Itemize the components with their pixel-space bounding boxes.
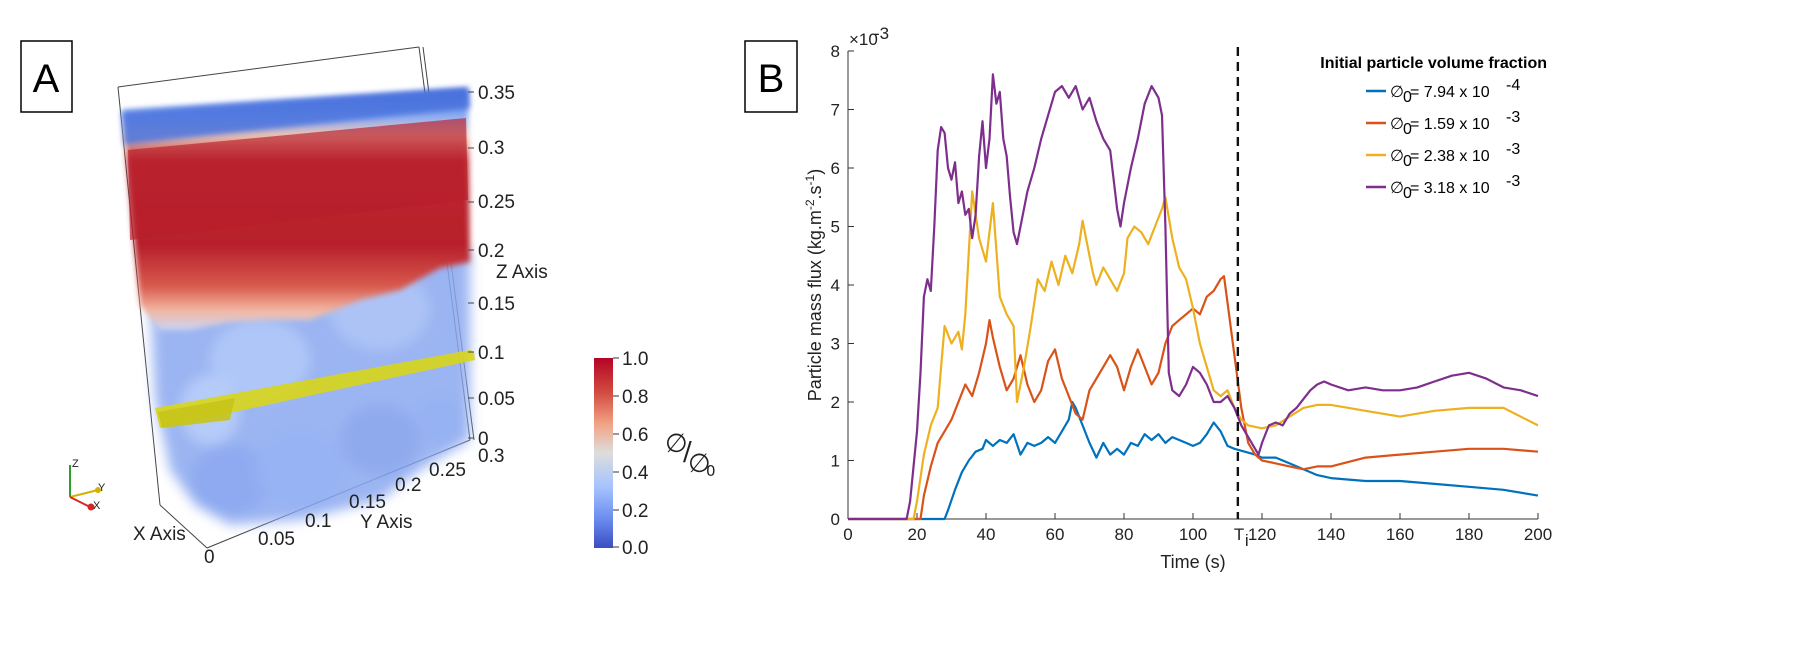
colorbar-label-slash: / [683,437,692,467]
series-line [848,73,1539,521]
x-tick-label: 40 [977,525,996,544]
triad-y-label: Y [98,482,106,494]
y-tick-label: 0.1 [305,511,331,532]
ti-label: T [1234,525,1244,544]
panel-b-label-box [744,40,798,113]
y-tick-label: 1 [831,452,840,471]
colorbar-tick: 0.0 [622,538,648,559]
y-tick-label: 5 [831,218,840,237]
panel-b: B 0 20 40 60 80 100 120 140 160 180 200 0 1 2 3 4 5 6 7 8 ×1… [744,24,1552,572]
z-tick-label: 0.25 [478,192,515,213]
x-axis: X Axis 0 [133,524,215,568]
z-axis-label: Z Axis [496,262,548,283]
y-tick-label: 0.3 [478,446,504,467]
z-tick-label: 0.2 [478,241,504,262]
legend-symbol: ∅ [1390,148,1404,165]
series-line [848,190,1539,521]
colorbar-gradient [594,358,613,548]
legend-subscript: 0 [1403,185,1412,202]
y-tick-label: 0.15 [349,492,386,513]
series-line [848,275,1539,521]
z-axis: 0.35 0.3 0.25 0.2 Z Axis 0.15 0.1 0.05 0 [468,83,548,450]
legend-label: = 2.38 x 10 [1410,148,1490,165]
z-tick-label: 0.1 [478,343,504,364]
legend-subscript: 0 [1403,121,1412,138]
y-tick-label: 6 [831,159,840,178]
y-axis-label: Particle mass flux (kg.m-2.s-1) [803,169,825,401]
x-tick-label: 120 [1248,525,1276,544]
legend-exponent: -4 [1506,77,1520,94]
line-chart: 0 20 40 60 80 100 120 140 160 180 200012345678×10-… [803,24,1552,572]
x-tick-label: 0 [204,547,215,568]
y-tick-label: 0 [831,510,840,529]
colorbar-label-subscript: 0 [706,462,716,480]
colorbar-tick: 0.4 [622,463,649,484]
y-tick-label: 0.2 [395,475,421,496]
z-tick-label: 0.15 [478,294,515,315]
panel-b-label: B [758,57,785,101]
y-exponent: ×10 [849,30,878,49]
x-tick-label: 200 [1524,525,1552,544]
x-tick-label: 80 [1115,525,1134,544]
ti-label-sub: i [1245,531,1249,550]
legend-label: = 3.18 x 10 [1410,180,1490,197]
z-tick-label: 0.3 [478,138,504,159]
legend-exponent: -3 [1506,109,1520,126]
colorbar-tick: 0.2 [622,501,648,522]
orientation-triad-icon: Z Y X [69,458,106,512]
x-tick-label: 160 [1386,525,1414,544]
legend-title: Initial particle volume fraction [1320,55,1547,72]
y-axis: 0.05 0.1 0.15 0.2 0.25 0.3 Y Axis [258,446,504,550]
legend-symbol: ∅ [1390,84,1404,101]
colorbar-label-denominator: ∅ [688,449,711,479]
z-tick-label: 0.05 [478,389,515,410]
z-tick-label: 0 [478,429,489,450]
triad-x-label: X [93,500,101,512]
series-line [848,400,1539,521]
panel-a: A [20,40,716,568]
y-exponent-power: -3 [874,24,889,43]
legend-symbol: ∅ [1390,116,1404,133]
legend-subscript: 0 [1403,153,1412,170]
colorbar-label-numerator: ∅ [665,429,688,459]
colorbar: 1.0 0.8 0.6 0.4 0.2 0.0 ∅ / ∅ 0 [594,349,716,559]
colorbar-label: ∅ / ∅ 0 [665,429,716,480]
z-tick-label: 0.35 [478,83,515,104]
legend-label: = 7.94 x 10 [1410,84,1490,101]
legend-label: = 1.59 x 10 [1410,116,1490,133]
x-tick-label: 180 [1455,525,1483,544]
x-axis-label: Time (s) [1160,552,1225,572]
legend-exponent: -3 [1506,141,1520,158]
panel-a-label: A [33,57,60,101]
y-tick-label: 8 [831,42,840,61]
y-tick-label: 0.05 [258,529,295,550]
colorbar-tick: 0.6 [622,425,648,446]
volume-render [122,88,475,525]
y-tick-label: 4 [831,276,840,295]
panel-a-label-box [20,40,73,113]
legend-symbol: ∅ [1390,180,1404,197]
x-tick-label: 140 [1317,525,1345,544]
legend-exponent: -3 [1506,173,1520,190]
triad-z-label: Z [72,458,79,470]
colorbar-tick: 0.8 [622,387,648,408]
y-axis-label: Y Axis [360,512,412,533]
x-tick-label: 0 [843,525,852,544]
x-tick-label: 100 [1179,525,1207,544]
x-tick-label: 60 [1046,525,1065,544]
x-axis-label: X Axis [133,524,186,545]
y-tick-label: 7 [831,101,840,120]
y-tick-label: 0.25 [429,460,466,481]
legend-subscript: 0 [1403,89,1412,106]
colorbar-tick: 1.0 [622,349,648,370]
x-tick-label: 20 [908,525,927,544]
y-tick-label: 3 [831,335,840,354]
y-tick-label: 2 [831,393,840,412]
